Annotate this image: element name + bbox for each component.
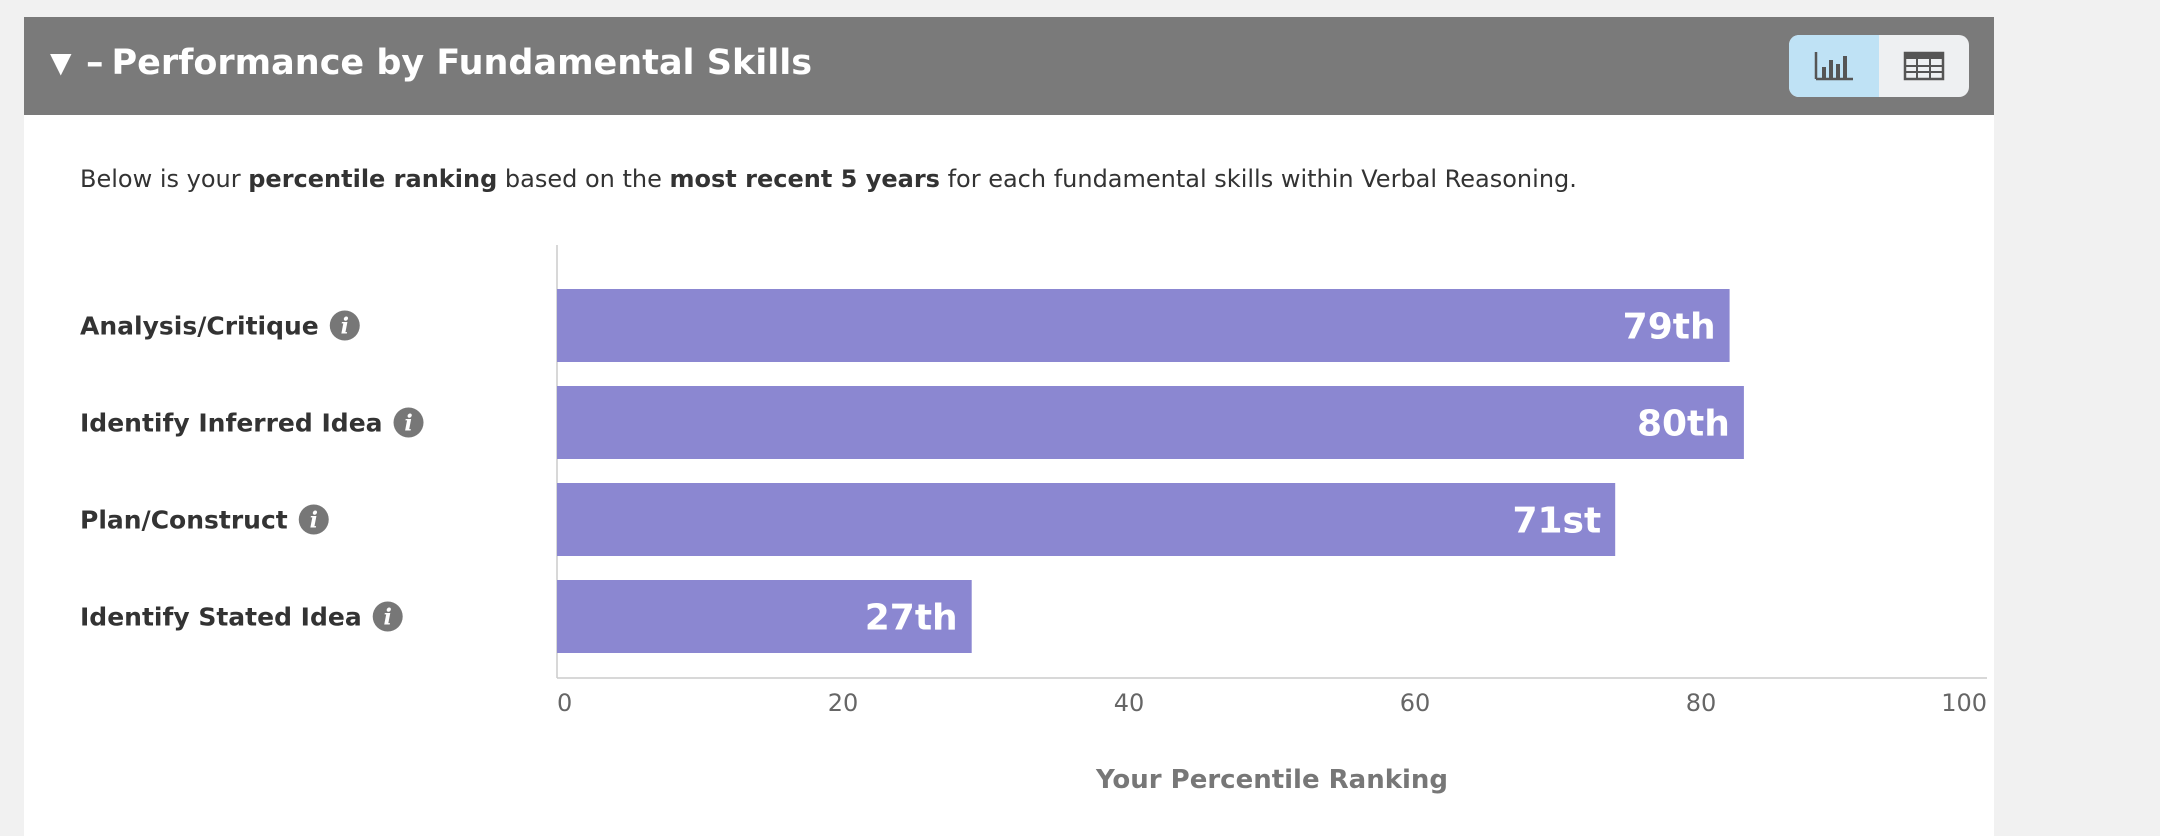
- info-icon[interactable]: [298, 504, 329, 535]
- intro-part-3: for each fundamental skills within Verba…: [939, 165, 1577, 193]
- info-icon[interactable]: [393, 407, 424, 438]
- info-icon[interactable]: [329, 310, 360, 341]
- info-icon[interactable]: [372, 601, 403, 632]
- dash-glyph: –: [86, 43, 104, 83]
- chart-view-button[interactable]: [1789, 35, 1879, 97]
- info-icon-glyph: i: [310, 508, 318, 534]
- x-tick-label: 60: [1400, 689, 1431, 717]
- bar-value-label: 79th: [1623, 307, 1716, 348]
- category-label: Analysis/Critique: [80, 312, 319, 341]
- bar: [557, 483, 1616, 556]
- collapse-triangle-icon[interactable]: ▼: [50, 46, 72, 79]
- intro-text: Below is your percentile ranking based o…: [80, 165, 1577, 193]
- x-tick-label: 100: [1941, 689, 1987, 717]
- category-label: Plan/Construct: [80, 506, 288, 535]
- bar-chart-icon: [1814, 52, 1853, 81]
- x-tick-label: 0: [557, 689, 572, 717]
- info-icon-glyph: i: [384, 605, 392, 631]
- category-label: Identify Stated Idea: [80, 603, 362, 632]
- bar: [557, 580, 972, 653]
- panel-header[interactable]: ▼ – Performance by Fundamental Skills: [24, 17, 1994, 115]
- info-icon-glyph: i: [404, 411, 412, 437]
- table-grid-icon: [1903, 51, 1945, 81]
- panel-title: – Performance by Fundamental Skills: [86, 43, 812, 83]
- category-label: Identify Inferred Idea: [80, 409, 383, 438]
- bar: [557, 289, 1730, 362]
- intro-bold-1: percentile ranking: [248, 165, 498, 193]
- panel-title-text: Performance by Fundamental Skills: [111, 43, 813, 83]
- table-view-button[interactable]: [1879, 35, 1969, 97]
- x-tick-label: 20: [828, 689, 859, 717]
- skills-panel: ▼ – Performance by Fundamental Skills: [24, 17, 1994, 836]
- intro-part-1: Below is your: [80, 165, 249, 193]
- x-tick-label: 40: [1114, 689, 1145, 717]
- bar: [557, 386, 1744, 459]
- view-toggle: [1789, 35, 1969, 97]
- bar-value-label: 71st: [1512, 501, 1601, 542]
- x-axis-title: Your Percentile Ranking: [1095, 765, 1448, 795]
- intro-bold-2: most recent 5 years: [669, 165, 940, 193]
- x-tick-label: 80: [1686, 689, 1717, 717]
- info-icon-glyph: i: [341, 314, 349, 340]
- bar-value-label: 80th: [1637, 404, 1730, 445]
- intro-part-2: based on the: [497, 165, 670, 193]
- percentile-bar-chart: 79th Analysis/Critique i 80th Identify Infer…: [80, 245, 1987, 795]
- bar-value-label: 27th: [865, 598, 958, 639]
